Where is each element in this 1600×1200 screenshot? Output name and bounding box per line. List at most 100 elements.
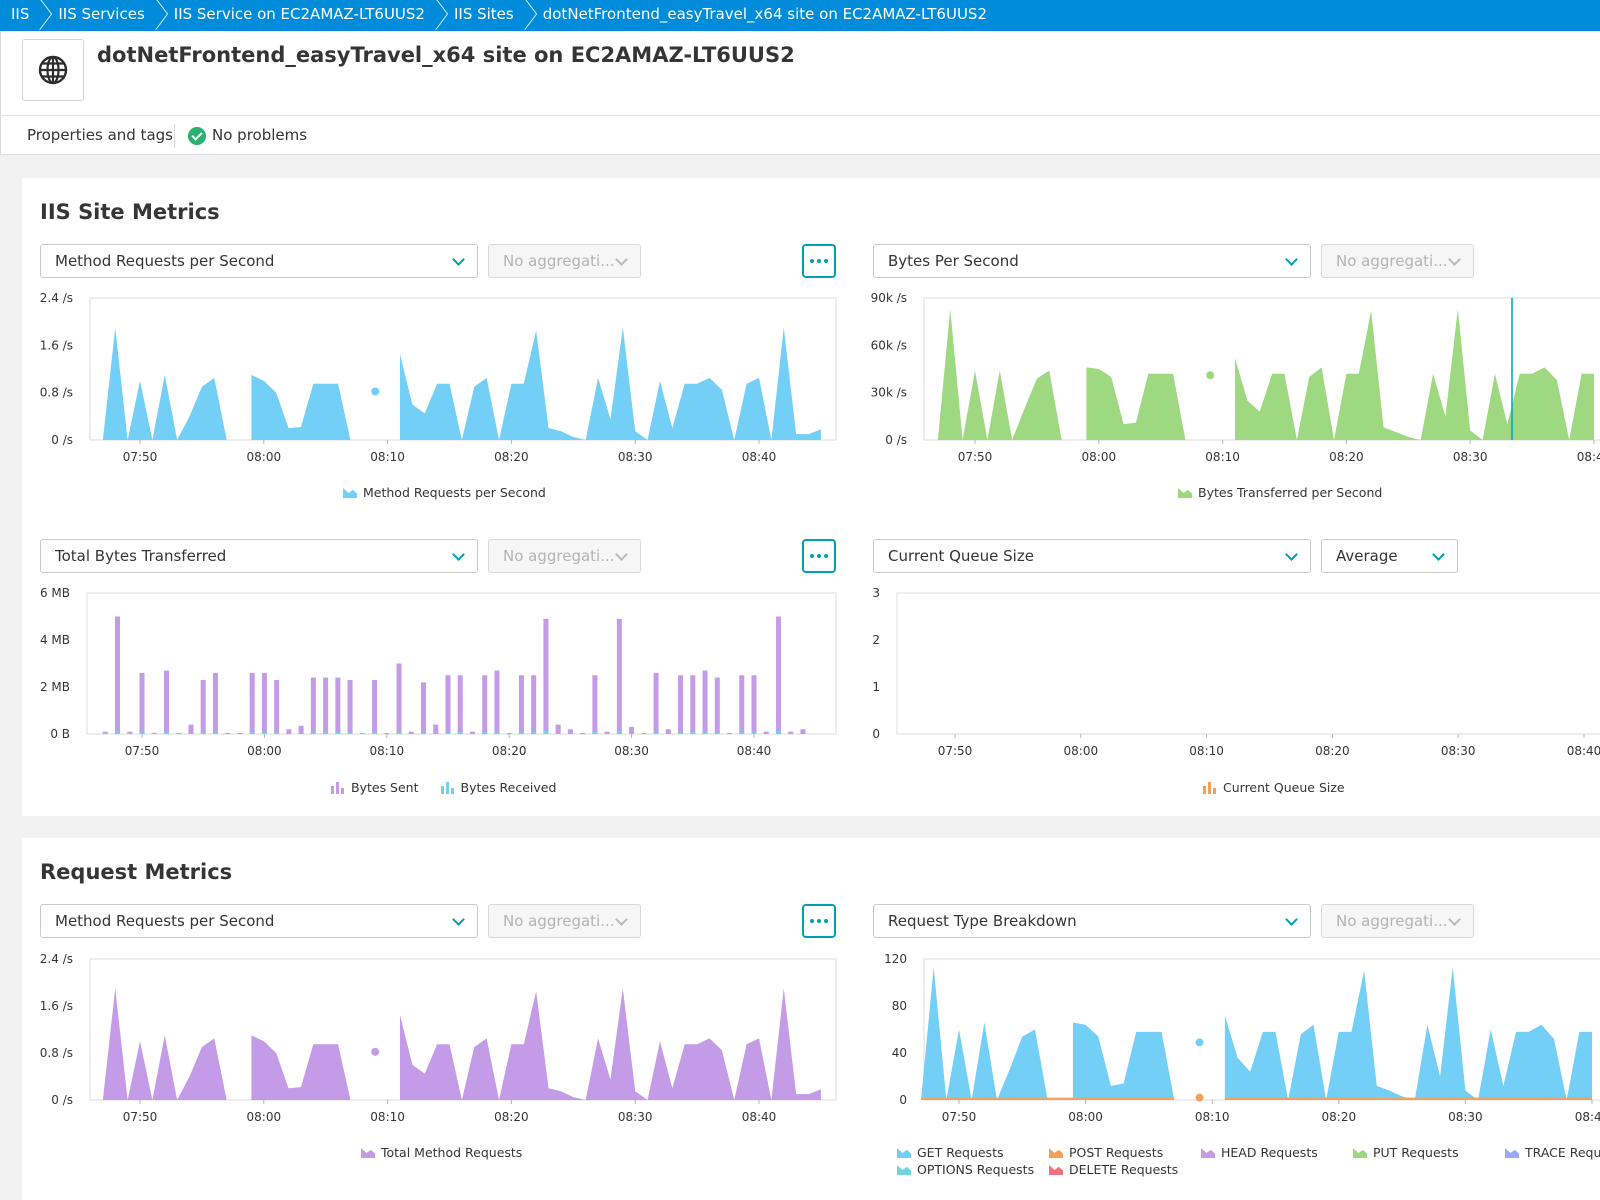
metric-select-c1-label: Method Requests per Second xyxy=(55,252,275,270)
area-series-icon xyxy=(1178,488,1192,498)
legend-item[interactable]: Bytes Sent xyxy=(331,780,419,795)
area-series-icon xyxy=(343,488,357,498)
chevron-down-icon xyxy=(615,548,628,561)
chevron-down-icon xyxy=(615,253,628,266)
breadcrumb: IIS IIS Services IIS Service on EC2AMAZ-… xyxy=(0,0,1600,31)
more-options-button[interactable] xyxy=(802,244,836,278)
section-title: IIS Site Metrics xyxy=(40,200,220,224)
metric-select-c5[interactable]: Method Requests per Second xyxy=(40,904,478,938)
dot-icon xyxy=(817,554,821,558)
chevron-down-icon xyxy=(1448,253,1461,266)
more-options-button[interactable] xyxy=(802,539,836,573)
metric-select-c4[interactable]: Current Queue Size xyxy=(873,539,1311,573)
area-series-icon xyxy=(897,1165,911,1175)
legend-label: DELETE Requests xyxy=(1069,1162,1179,1177)
aggregation-select-c2[interactable]: No aggregati... xyxy=(1321,244,1474,278)
legend-item[interactable]: Bytes Received xyxy=(440,780,557,795)
status-bar: Properties and tags No problems xyxy=(0,115,1600,155)
problems-status-link[interactable]: No problems xyxy=(212,126,308,144)
legend-label: PUT Requests xyxy=(1373,1145,1459,1160)
dot-icon xyxy=(810,554,814,558)
aggregation-select-c6[interactable]: No aggregati... xyxy=(1321,904,1474,938)
legend-label: Bytes Sent xyxy=(351,780,419,795)
dot-icon xyxy=(817,919,821,923)
chart-legend: Current Queue Size xyxy=(1203,780,1345,795)
chevron-down-icon xyxy=(1432,548,1445,561)
legend-label: Method Requests per Second xyxy=(363,485,546,500)
area-series-icon xyxy=(1505,1148,1519,1158)
chevron-down-icon xyxy=(1285,548,1298,561)
area-series-icon xyxy=(1353,1148,1367,1158)
dot-icon xyxy=(824,259,828,263)
dot-icon xyxy=(817,259,821,263)
legend-item[interactable]: HEAD Requests xyxy=(1201,1145,1353,1160)
dot-icon xyxy=(824,554,828,558)
legend-item[interactable]: TRACE Requ xyxy=(1505,1145,1600,1160)
metric-select-c3[interactable]: Total Bytes Transferred xyxy=(40,539,478,573)
metric-select-c3-label: Total Bytes Transferred xyxy=(55,547,227,565)
legend-label: Total Method Requests xyxy=(381,1145,523,1160)
area-series-icon xyxy=(361,1148,375,1158)
legend-item[interactable]: DELETE Requests xyxy=(1049,1162,1201,1177)
legend-item[interactable]: Current Queue Size xyxy=(1203,780,1345,795)
legend-item[interactable]: OPTIONS Requests xyxy=(897,1162,1049,1177)
chart-legend: Bytes Transferred per Second xyxy=(1178,485,1382,500)
legend-item[interactable]: Method Requests per Second xyxy=(343,485,546,500)
legend-item[interactable]: GET Requests xyxy=(897,1145,1049,1160)
aggregation-select-c5[interactable]: No aggregati... xyxy=(488,904,641,938)
metric-select-c1[interactable]: Method Requests per Second xyxy=(40,244,478,278)
legend-item[interactable]: PUT Requests xyxy=(1353,1145,1505,1160)
breadcrumb-item-iis-service[interactable]: IIS Service on EC2AMAZ-LT6UUS2 xyxy=(161,0,441,31)
chart-legend: Total Method Requests xyxy=(361,1145,522,1160)
breadcrumb-item-iis[interactable]: IIS xyxy=(0,0,45,31)
breadcrumb-item-iis-sites[interactable]: IIS Sites xyxy=(441,0,530,31)
aggregation-select-c3-label: No aggregati... xyxy=(503,547,615,565)
area-series-icon xyxy=(1049,1148,1063,1158)
globe-icon xyxy=(38,55,68,85)
aggregation-select-c4[interactable]: Average xyxy=(1321,539,1458,573)
chevron-down-icon xyxy=(1285,913,1298,926)
legend-label: POST Requests xyxy=(1069,1145,1164,1160)
bar-series-icon xyxy=(1203,781,1217,794)
site-icon-box xyxy=(22,39,84,101)
legend-item[interactable]: Total Method Requests xyxy=(361,1145,522,1160)
aggregation-select-c1-label: No aggregati... xyxy=(503,252,615,270)
dot-icon xyxy=(810,259,814,263)
divider xyxy=(174,124,175,148)
breadcrumb-item-iis-services[interactable]: IIS Services xyxy=(45,0,160,31)
aggregation-select-c1[interactable]: No aggregati... xyxy=(488,244,641,278)
chart-legend: Method Requests per Second xyxy=(343,485,546,500)
chevron-down-icon xyxy=(615,913,628,926)
legend-item[interactable]: POST Requests xyxy=(1049,1145,1201,1160)
area-series-icon xyxy=(897,1148,911,1158)
legend-label: TRACE Requ xyxy=(1525,1145,1600,1160)
legend-label: Bytes Received xyxy=(460,780,557,795)
metric-select-c6-label: Request Type Breakdown xyxy=(888,912,1077,930)
chevron-down-icon xyxy=(452,548,465,561)
metric-select-c2[interactable]: Bytes Per Second xyxy=(873,244,1311,278)
metric-select-c6[interactable]: Request Type Breakdown xyxy=(873,904,1311,938)
chart-legend: GET Requests POST Requests HEAD Requests PU… xyxy=(897,1145,1600,1177)
legend-label: Current Queue Size xyxy=(1223,780,1345,795)
metric-select-c4-label: Current Queue Size xyxy=(888,547,1034,565)
properties-and-tags-link[interactable]: Properties and tags xyxy=(27,126,173,144)
legend-item[interactable]: Bytes Transferred per Second xyxy=(1178,485,1382,500)
chevron-down-icon xyxy=(1448,913,1461,926)
area-series-icon xyxy=(1049,1165,1063,1175)
breadcrumb-item-current-site: dotNetFrontend_easyTravel_x64 site on EC… xyxy=(542,5,987,23)
metric-select-c5-label: Method Requests per Second xyxy=(55,912,275,930)
bar-series-icon xyxy=(331,781,345,794)
legend-label: GET Requests xyxy=(917,1145,1004,1160)
page-header: dotNetFrontend_easyTravel_x64 site on EC… xyxy=(0,31,1600,115)
legend-label: Bytes Transferred per Second xyxy=(1198,485,1383,500)
aggregation-select-c3[interactable]: No aggregati... xyxy=(488,539,641,573)
aggregation-select-c5-label: No aggregati... xyxy=(503,912,615,930)
area-series-icon xyxy=(1201,1148,1215,1158)
more-options-button[interactable] xyxy=(802,904,836,938)
metric-select-c2-label: Bytes Per Second xyxy=(888,252,1019,270)
chevron-down-icon xyxy=(452,253,465,266)
legend-label: HEAD Requests xyxy=(1221,1145,1318,1160)
dot-icon xyxy=(824,919,828,923)
bar-series-icon xyxy=(440,781,455,794)
check-circle-icon xyxy=(188,127,206,145)
